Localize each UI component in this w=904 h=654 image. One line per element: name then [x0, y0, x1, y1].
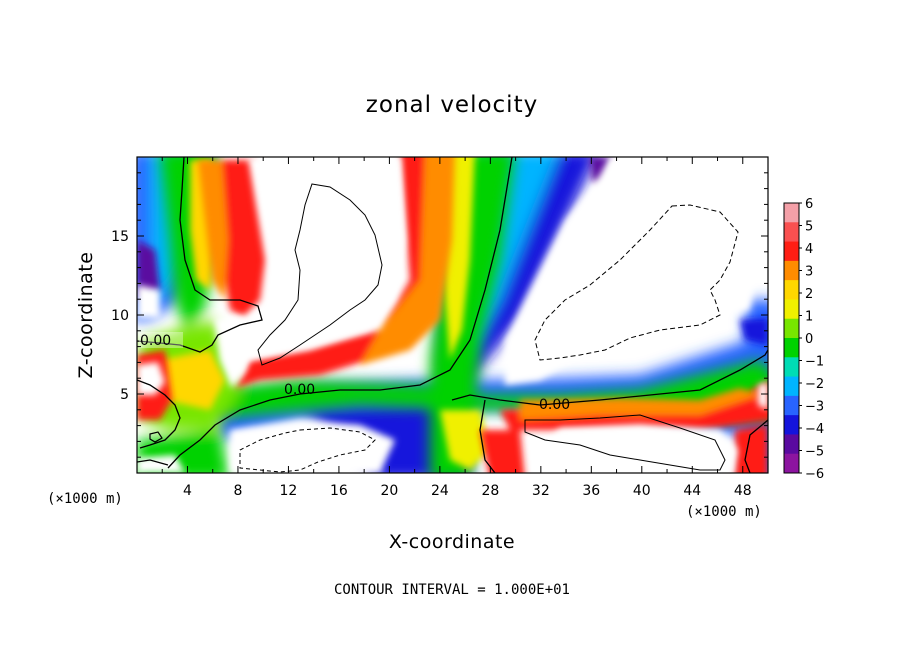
field-region-white-bottom-center [230, 420, 395, 473]
field-region-left-mid-yellow [160, 350, 225, 410]
colorbar-label: 4 [805, 242, 813, 257]
y-tick-label: 10 [111, 308, 129, 324]
colorbar-label: −3 [805, 400, 824, 415]
colorbar-swatch [784, 434, 799, 455]
x-axis-label: X-coordinate [389, 531, 515, 553]
contour-zero-left-lower [137, 379, 181, 449]
field-region-purple-left [137, 240, 160, 300]
colorbar-swatch [784, 453, 799, 474]
colorbar: 6 5 4 3 2 1 0 −1 −2 −3 −4 −5 −6 [783, 197, 824, 482]
x-tick-label: 8 [233, 483, 242, 499]
colorbar-label: 5 [805, 220, 813, 235]
colorbar-swatch [784, 203, 799, 223]
colorbar-swatch [784, 299, 799, 320]
field-region-white-far-left [137, 285, 160, 318]
contour-label-left: 0.00 [140, 333, 171, 349]
field-region-white-upper-right [505, 157, 768, 385]
field-region-lower-yellow [440, 410, 490, 470]
colorbar-label: 2 [805, 287, 813, 302]
x-axis-unit: (×1000 m) [686, 504, 762, 520]
x-tick-label: 44 [683, 483, 701, 499]
colorbar-label: −2 [805, 377, 824, 392]
x-tick-label: 4 [183, 483, 192, 499]
field-region-bottom-red [480, 430, 525, 473]
field-region-left-orange-ridge [198, 160, 228, 300]
x-tick-label: 32 [532, 483, 550, 499]
y-tick-label: 5 [120, 387, 129, 403]
x-tick-label: 36 [582, 483, 600, 499]
plot-area: 0.00 0.00 0.00 [137, 157, 768, 473]
field-region-white-left-blob [137, 362, 165, 395]
contour-zero-bottom-left [137, 459, 169, 466]
contour-label-middle: 0.00 [284, 382, 315, 398]
field-region-lower-orange-band [520, 388, 760, 420]
colorbar-swatch [784, 338, 799, 358]
contour-minus-upper-right [534, 204, 739, 361]
x-tick-label: 48 [734, 483, 752, 499]
colorbar-swatch [784, 357, 799, 378]
colorbar-swatch [784, 241, 799, 262]
colorbar-swatch [784, 376, 799, 397]
contour-zero-middle [167, 157, 513, 469]
field-region-white-right-edge [758, 382, 768, 410]
y-axis-unit: (×1000 m) [47, 491, 123, 507]
contour-plus-lower-right [524, 414, 726, 471]
x-tick-label: 28 [481, 483, 499, 499]
y-axis-ticks: 5 10 15 [111, 172, 768, 458]
x-axis-ticks: 4 8 12 16 20 24 28 32 36 40 44 48 [161, 157, 752, 499]
field-region-white-bottom-right [540, 424, 738, 473]
x-tick-label: 20 [380, 483, 398, 499]
y-tick-label: 15 [111, 229, 129, 245]
contour-label-right: 0.00 [539, 397, 570, 413]
colorbar-swatch [784, 415, 799, 435]
colorbar-label: −5 [805, 445, 824, 460]
contour-small-loop [149, 431, 163, 443]
colorbar-swatch [784, 280, 799, 300]
field-region-lower-red-band [500, 381, 768, 430]
colorbar-label: 3 [805, 265, 813, 280]
colorbar-swatch [784, 222, 799, 243]
colorbar-label: 1 [805, 310, 813, 325]
colorbar-label: −1 [805, 355, 824, 370]
chart-title: zonal velocity [366, 92, 538, 118]
field-region-bottom-right-red [735, 425, 768, 473]
x-tick-label: 24 [431, 483, 449, 499]
contour-zero-right [451, 349, 768, 406]
y-axis-label: Z-coordinate [75, 252, 97, 379]
contour-zero-left [137, 157, 263, 353]
field-region-purple-right [740, 318, 768, 345]
x-tick-label: 40 [633, 483, 651, 499]
contour-minus-lower-left [239, 427, 376, 473]
field-region-white-left-notch [215, 316, 260, 388]
colorbar-swatch [784, 395, 799, 416]
colorbar-label: −6 [805, 467, 824, 482]
contour-plus-upper [257, 183, 383, 366]
contour-labels: 0.00 0.00 0.00 [139, 332, 570, 413]
colorbar-swatch [784, 318, 799, 339]
velocity-field [137, 157, 768, 473]
colorbar-label: 6 [805, 197, 813, 212]
colorbar-label: 0 [805, 332, 813, 347]
x-tick-label: 12 [280, 483, 298, 499]
field-region-central-orange [360, 157, 455, 365]
field-region-white-left-upper [230, 157, 405, 360]
x-tick-label: 16 [330, 483, 348, 499]
contour-interval-note: CONTOUR INTERVAL = 1.000E+01 [334, 582, 570, 598]
colorbar-swatch [784, 260, 799, 281]
colorbar-label: −4 [805, 422, 824, 437]
